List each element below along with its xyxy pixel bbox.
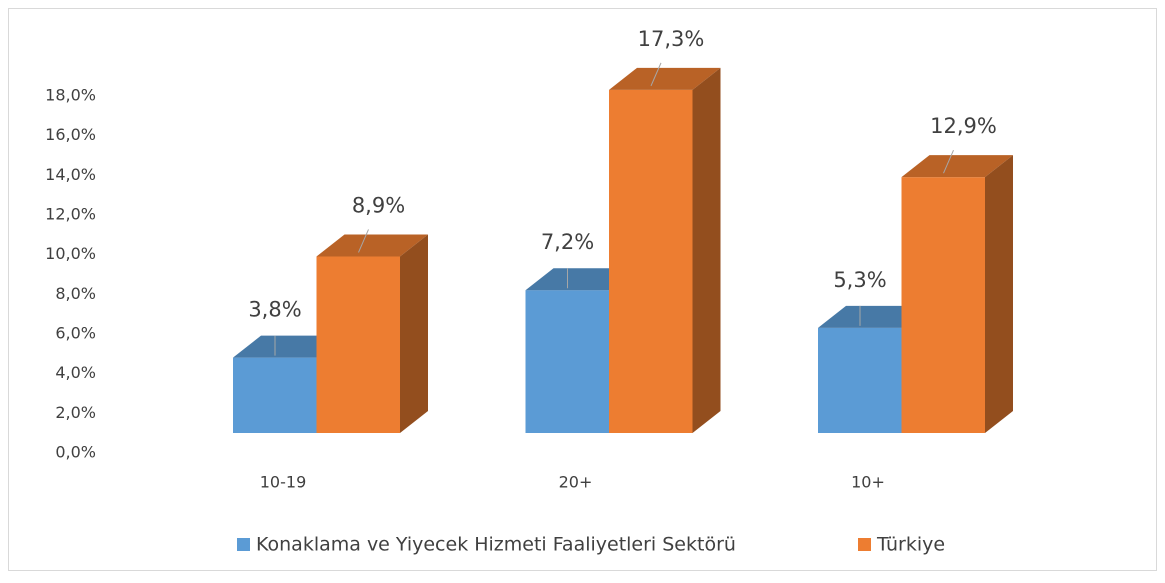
value-label: 17,3% [638, 27, 705, 51]
bar-front [818, 327, 902, 433]
leader-line [943, 149, 954, 174]
legend-swatch [237, 538, 250, 551]
bar-front [316, 256, 400, 433]
x-tick-label: 20+ [559, 473, 593, 492]
bar-top [316, 234, 428, 257]
y-tick-label: 2,0% [55, 403, 96, 422]
y-tick-label: 8,0% [55, 284, 96, 303]
legend-swatch [858, 538, 871, 551]
leader-line [358, 229, 369, 253]
bar-front [233, 357, 317, 433]
y-tick-label: 6,0% [55, 324, 96, 343]
y-tick-label: 12,0% [45, 205, 96, 224]
legend-label: Türkiye [876, 534, 945, 556]
bar-top [901, 155, 1013, 178]
value-label: 8,9% [352, 193, 405, 217]
y-tick-label: 0,0% [55, 443, 96, 462]
bar-side [692, 67, 721, 433]
value-label: 7,2% [541, 230, 594, 254]
y-tick-label: 18,0% [45, 86, 96, 105]
legend-label: Konaklama ve Yiyecek Hizmeti Faaliyetler… [256, 534, 736, 556]
leader-line [650, 62, 662, 87]
value-label: 3,8% [248, 298, 301, 322]
bar-top [609, 67, 721, 90]
bar-side [985, 155, 1013, 433]
y-tick-label: 16,0% [45, 125, 96, 144]
x-tick-label: 10-19 [260, 473, 307, 492]
bar-front [609, 89, 693, 433]
y-tick-label: 10,0% [45, 244, 96, 263]
value-label: 12,9% [930, 114, 997, 138]
x-tick-label: 10+ [851, 473, 885, 492]
y-tick-label: 4,0% [55, 363, 96, 382]
bar-front [525, 290, 609, 433]
bar-side [400, 234, 428, 433]
y-tick-label: 14,0% [45, 165, 96, 184]
bar-front [901, 177, 985, 433]
value-label: 5,3% [833, 268, 886, 292]
